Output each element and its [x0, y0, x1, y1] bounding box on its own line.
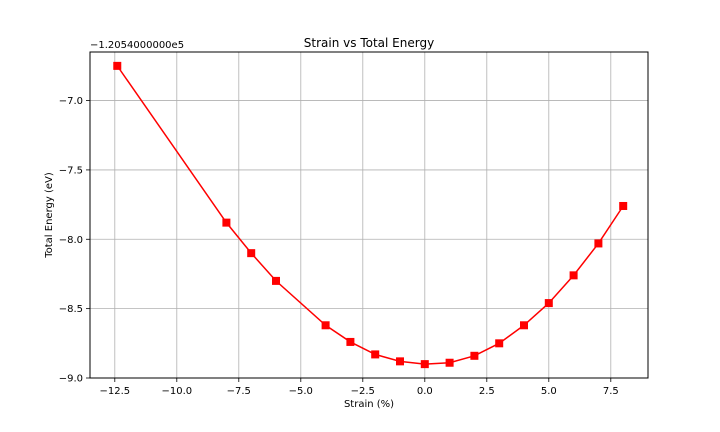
data-point-marker	[113, 61, 122, 70]
y-axis-label: Total Energy (eV)	[44, 172, 55, 259]
data-point-marker	[495, 339, 504, 348]
x-tick-label: −10.0	[161, 386, 192, 397]
data-point-marker	[544, 299, 553, 308]
series-line	[116, 65, 624, 365]
y-tick-label: −9.0	[59, 374, 83, 385]
data-point-marker	[594, 239, 603, 248]
y-tick-label: −8.5	[59, 304, 83, 315]
x-axis-label: Strain (%)	[344, 399, 394, 410]
data-point-marker	[346, 337, 355, 346]
x-tick-label: 5.0	[541, 386, 557, 397]
plot-area-frame	[89, 51, 649, 379]
series-energy	[113, 61, 628, 369]
x-tick-label: 7.5	[603, 386, 619, 397]
data-point-marker	[247, 249, 256, 258]
y-axis-ticks: −9.0 −8.5 −8.0 −7.5 −7.0	[59, 96, 90, 385]
y-offset-label: −1.2054000000e5	[90, 40, 184, 51]
data-point-marker	[420, 360, 429, 369]
data-point-marker	[396, 357, 404, 366]
data-point-marker	[619, 201, 628, 210]
grid	[90, 52, 648, 379]
x-tick-label: −5.0	[289, 386, 313, 397]
x-tick-label: 2.5	[479, 386, 495, 397]
data-point-marker	[569, 271, 578, 280]
x-axis-ticks: −12.5 −10.0 −7.5 −5.0 −2.5 0.0 2.5 5.0 7.5	[99, 378, 619, 397]
data-point-marker	[272, 276, 280, 285]
data-point-marker	[520, 321, 528, 330]
data-point-marker	[445, 358, 454, 367]
y-tick-label: −7.5	[59, 165, 83, 176]
x-tick-label: −7.5	[227, 386, 251, 397]
y-tick-label: −8.0	[59, 235, 83, 246]
chart-title: Strain vs Total Energy	[304, 36, 434, 50]
data-point-marker	[321, 321, 330, 330]
data-point-marker	[222, 218, 231, 227]
data-point-marker	[371, 350, 380, 359]
x-tick-label: −12.5	[99, 386, 130, 397]
y-tick-label: −7.0	[59, 96, 83, 107]
data-point-marker	[470, 351, 479, 360]
x-tick-label: 0.0	[417, 386, 433, 397]
x-tick-label: −2.5	[351, 386, 375, 397]
